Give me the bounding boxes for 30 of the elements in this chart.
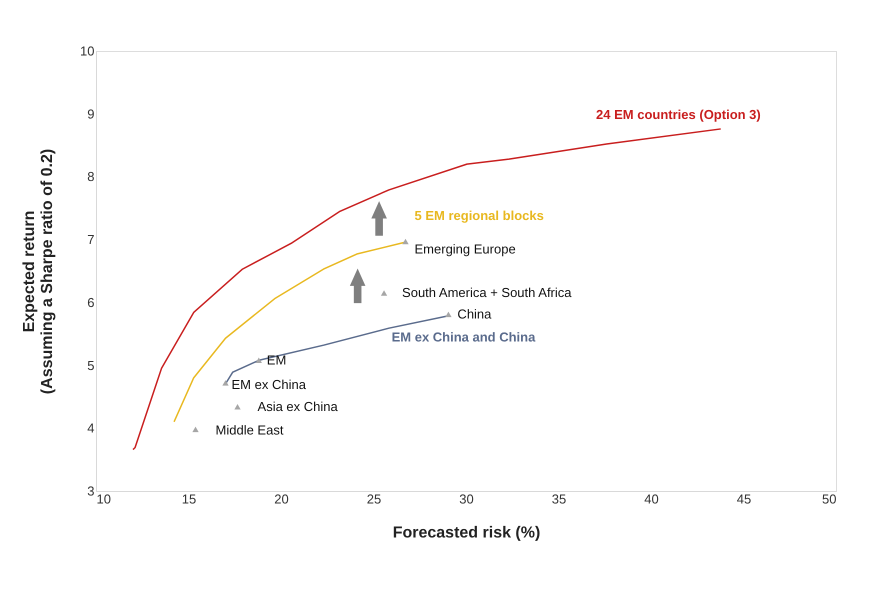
- y-tick-label: 9: [87, 106, 94, 122]
- data-label: China: [457, 306, 492, 322]
- y-axis-title: Expected return (Assuming a Sharpe ratio of 0.2): [21, 148, 56, 394]
- y-tick-label: 8: [87, 169, 94, 184]
- data-label: South America + South Africa: [402, 285, 572, 300]
- series-label: 5 EM regional blocks: [414, 208, 544, 224]
- x-axis-title: Forecasted risk (%): [392, 524, 540, 542]
- x-tick-label: 30: [459, 492, 474, 506]
- data-label: EM: [266, 352, 286, 368]
- x-tick-label: 45: [736, 492, 752, 506]
- y-tick-label: 10: [80, 44, 94, 58]
- series-label: 24 EM countries (Option 3): [596, 106, 761, 122]
- x-tick-label: 25: [366, 492, 382, 506]
- y-tick-label: 5: [87, 358, 94, 373]
- data-label: EM ex China: [232, 376, 307, 392]
- series-label: EM ex China and China: [392, 330, 536, 345]
- data-label: Middle East: [216, 422, 284, 438]
- line-series: [132, 128, 722, 450]
- x-tick-label: 10: [96, 492, 111, 506]
- data-label: Asia ex China: [258, 398, 339, 414]
- data-label: Emerging Europe: [414, 241, 516, 256]
- y-tick-label: 4: [87, 420, 94, 436]
- y-tick-label: 7: [87, 232, 94, 248]
- x-tick-label: 20: [274, 492, 289, 506]
- y-tick-label: 3: [87, 484, 94, 498]
- x-tick-label: 35: [552, 492, 566, 506]
- x-tick-label: 50: [822, 492, 836, 506]
- x-tick-label: 40: [644, 492, 659, 506]
- x-tick-label: 15: [182, 492, 196, 506]
- y-tick-label: 6: [87, 294, 94, 310]
